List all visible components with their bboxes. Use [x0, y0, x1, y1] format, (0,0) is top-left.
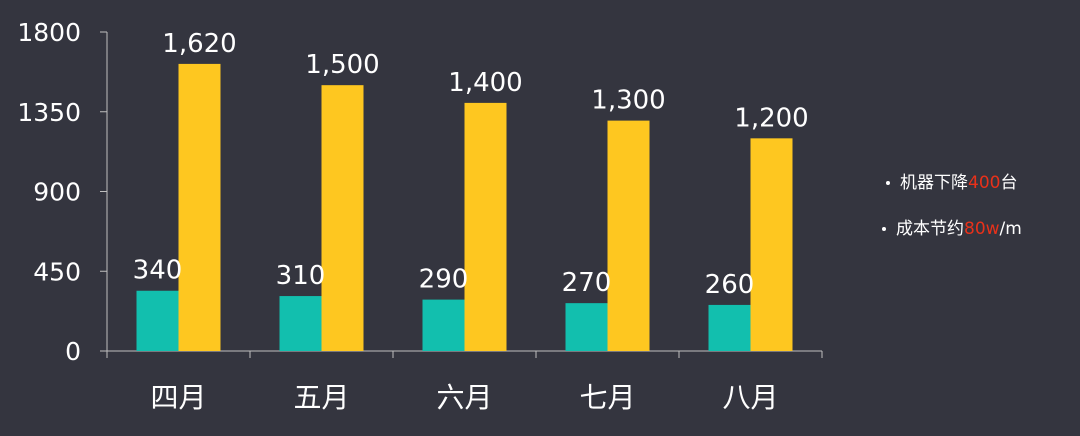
data-label: 260 [705, 270, 755, 300]
bar-series-2 [321, 85, 364, 352]
note-cost: 成本节约80w/m [882, 214, 1022, 239]
data-label: 310 [276, 261, 326, 291]
y-tick-label: 1800 [17, 18, 81, 47]
x-tick-label: 七月 [579, 381, 635, 414]
x-tick-label: 六月 [436, 381, 492, 414]
bar-series-2 [464, 102, 507, 351]
note-machines-highlight: 400 [968, 173, 1001, 193]
y-tick-label: 1350 [17, 98, 81, 127]
bar-series-1 [565, 303, 608, 351]
bar-series-1 [708, 304, 751, 351]
data-label: 1,400 [448, 68, 522, 98]
data-label: 1,500 [305, 50, 379, 80]
y-tick-label: 900 [33, 178, 81, 207]
chart-labels: 340 1,620 四月 310 1,500 五月 290 1,400 六月 270 1,300 七月… [133, 29, 809, 414]
x-tick-label: 五月 [293, 381, 349, 414]
data-label: 1,620 [162, 29, 236, 59]
note-machines: 机器下降400台 [886, 168, 1017, 193]
note-cost-highlight: 80w [964, 219, 1000, 239]
chart-axes: 0 450 900 1350 1800 [17, 18, 823, 366]
bar-series-2 [607, 120, 650, 351]
y-tick-label: 450 [33, 257, 81, 286]
note-cost-prefix: 成本节约 [896, 219, 964, 239]
bar-series-2 [750, 138, 793, 351]
data-label: 290 [419, 265, 469, 295]
note-machines-suffix: 台 [1000, 173, 1018, 193]
bar-series-1 [136, 290, 179, 351]
note-machines-prefix: 机器下降 [900, 173, 968, 193]
x-tick-label: 八月 [722, 381, 778, 414]
bar-series-1 [279, 296, 322, 351]
bar-series-1 [422, 299, 465, 351]
bar-chart: 0 450 900 1350 1800 340 1,620 四月 310 1,500 五月 290 1… [17, 18, 823, 414]
chart-bars [136, 63, 793, 352]
x-tick-label: 四月 [150, 381, 206, 414]
bullet-icon [882, 227, 886, 231]
bar-series-2 [178, 63, 221, 352]
bullet-icon [886, 181, 890, 185]
data-label: 270 [562, 268, 612, 298]
data-label: 1,200 [734, 103, 808, 133]
y-tick-label: 0 [65, 337, 81, 366]
data-label: 1,300 [591, 86, 665, 116]
note-cost-suffix: /m [999, 219, 1022, 239]
data-label: 340 [133, 256, 183, 286]
